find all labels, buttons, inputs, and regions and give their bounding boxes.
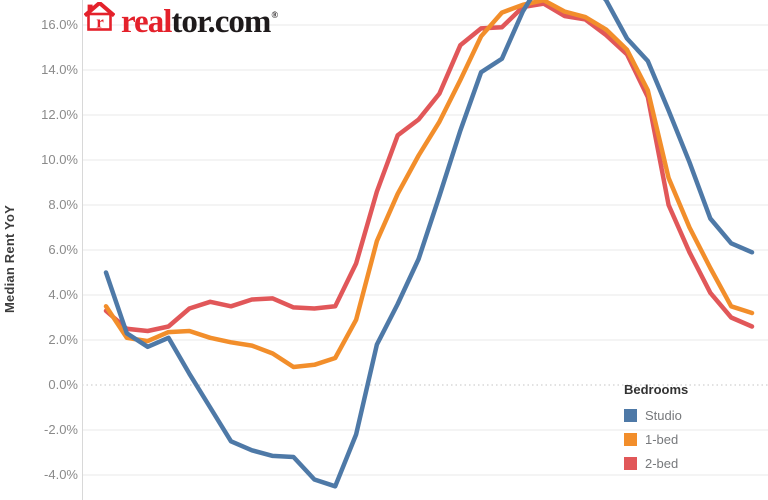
legend-title: Bedrooms xyxy=(624,382,689,397)
y-axis-title: Median Rent YoY xyxy=(2,205,17,313)
logo-text-real: real xyxy=(121,4,172,40)
logo-text-torcom: tor.com xyxy=(171,4,271,40)
y-tick-label: 4.0% xyxy=(48,287,78,302)
y-tick-label: 16.0% xyxy=(41,17,78,32)
y-tick-label: 6.0% xyxy=(48,242,78,257)
y-tick-label: 12.0% xyxy=(41,107,78,122)
y-tick-label: -2.0% xyxy=(44,422,78,437)
y-tick-label: 14.0% xyxy=(41,62,78,77)
legend-item-2-bed[interactable]: 2-bed xyxy=(624,451,688,475)
realtor-house-icon: r xyxy=(84,2,115,32)
legend-item-1-bed[interactable]: 1-bed xyxy=(624,427,688,451)
legend-item-label: 2-bed xyxy=(645,455,679,471)
y-tick-label: -4.0% xyxy=(44,467,78,482)
1-bed-color-swatch xyxy=(624,432,637,446)
y-tick-label: 8.0% xyxy=(48,197,78,212)
legend-item-label: 1-bed xyxy=(645,431,679,447)
realtor-logo: r realtor.com® xyxy=(84,0,279,40)
legend-item-studio[interactable]: Studio xyxy=(624,403,688,427)
y-tick-label: 2.0% xyxy=(48,332,78,347)
series-line-2-bed[interactable] xyxy=(103,1,755,334)
series-lines xyxy=(103,0,755,489)
series-line-studio[interactable] xyxy=(103,0,755,489)
series-line-1-bed[interactable] xyxy=(103,0,755,370)
legend-item-label: Studio xyxy=(645,407,682,423)
logo-wordmark: realtor.com® xyxy=(121,0,279,40)
studio-color-swatch xyxy=(624,408,637,422)
y-tick-label: 10.0% xyxy=(41,152,78,167)
legend: Bedrooms Studio 1-bed 2-bed xyxy=(624,382,688,475)
2-bed-color-swatch xyxy=(624,456,637,470)
svg-text:r: r xyxy=(96,13,104,32)
gridlines xyxy=(82,0,768,500)
y-tick-label: 0.0% xyxy=(48,377,78,392)
registered-trademark-icon: ® xyxy=(271,10,279,20)
